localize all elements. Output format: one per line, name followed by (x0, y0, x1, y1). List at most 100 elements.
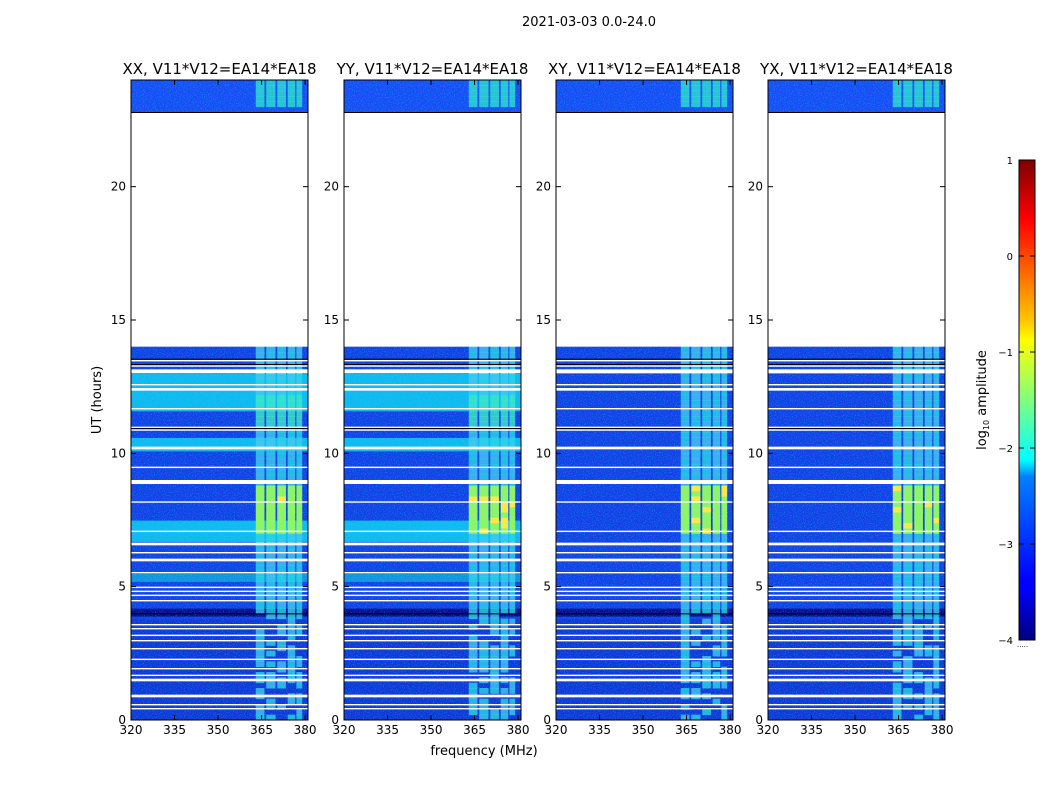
x-tick-label: 350 (844, 723, 867, 737)
rfi-band-cell (702, 634, 711, 641)
rfi-band-cell (903, 533, 913, 540)
rfi-band-cell (702, 538, 711, 545)
rfi-band-cell (468, 400, 478, 406)
rfi-band-cell (680, 458, 690, 465)
rfi-band-cell (691, 496, 701, 502)
rfi-band-cell (479, 442, 489, 449)
flag-line (344, 360, 521, 362)
rfi-band-cell (479, 490, 489, 497)
data-gap (556, 480, 733, 484)
y-tick-label: 20 (324, 180, 339, 194)
rfi-band-cell (914, 101, 923, 108)
rfi-band-cell (702, 469, 711, 476)
rfi-band-cell (892, 554, 902, 561)
dark-line (131, 358, 308, 360)
rfi-band-cell (490, 80, 499, 86)
rfi-band-cell (296, 346, 303, 353)
rfi-band-cell (479, 512, 489, 518)
rfi-band-cell (721, 416, 728, 422)
rfi-band-cell (691, 389, 701, 396)
rfi-band-cell (933, 661, 940, 668)
rfi-band-cell (500, 416, 509, 422)
rfi-band-cell (479, 714, 489, 720)
rfi-band-cell (933, 544, 940, 550)
data-gap (556, 388, 733, 391)
rfi-band-cell (277, 442, 286, 449)
rfi-band-cell (924, 389, 933, 396)
rfi-band-cell (924, 85, 933, 92)
rfi-band-cell (892, 565, 902, 572)
rfi-band-cell (914, 416, 923, 422)
rfi-band-cell (712, 533, 721, 540)
rfi-band-cell (296, 432, 303, 438)
dark-line (556, 613, 733, 615)
rfi-band-cell (903, 501, 913, 508)
rfi-band-cell (490, 346, 499, 353)
rfi-band-cell (277, 624, 286, 630)
rfi-band-cell (296, 96, 303, 102)
rfi-band-cell (255, 400, 265, 406)
rfi-band-cell (702, 389, 711, 396)
flag-line (556, 648, 733, 650)
rfi-band-cell (287, 378, 296, 385)
rfi-band-cell (892, 538, 902, 545)
rfi-band-cell (680, 618, 690, 625)
rfi-band-cell (490, 624, 499, 630)
rfi-band-cell (892, 437, 902, 444)
rfi-band-cell (691, 394, 701, 401)
rfi-band-cell (287, 618, 296, 625)
panel-yx: YX, V11*V12=EA14*EA18 320 335 350 365 380 0 5 10… (748, 60, 954, 737)
rfi-band-cell (479, 506, 489, 513)
rfi-band-cell (500, 618, 509, 625)
flag-line (556, 628, 733, 630)
rfi-band-cell (287, 485, 296, 492)
rfi-band-cell (892, 432, 902, 438)
rfi-band-cell (490, 602, 499, 609)
rfi-band-cell (712, 581, 721, 588)
rfi-band-cell (266, 586, 276, 593)
rfi-band-cell (277, 101, 286, 108)
flag-line (556, 408, 733, 410)
flag-line (556, 674, 733, 677)
rfi-band-cell (296, 400, 303, 406)
rfi-band-cell (287, 650, 296, 657)
rfi-band-cell (721, 565, 728, 572)
rfi-band-cell (691, 560, 701, 566)
flag-line (768, 668, 945, 670)
rfi-band-cell (266, 506, 276, 513)
rfi-band-cell (287, 538, 296, 545)
rfi-band-cell (277, 432, 286, 438)
dark-line (556, 112, 733, 113)
x-tick-label: 380 (719, 723, 742, 737)
data-gap (344, 558, 521, 562)
rfi-band-cell (296, 682, 303, 689)
x-tick-label: 380 (294, 723, 317, 737)
rfi-band-cell (680, 560, 690, 566)
rfi-band-cell (892, 608, 902, 614)
rfi-band-cell (691, 608, 701, 614)
rfi-band-cell (680, 714, 690, 720)
rfi-band-cell (277, 704, 286, 710)
rfi-band-cell (266, 608, 276, 614)
rfi-band-cell (712, 384, 721, 390)
rfi-band-cell (479, 608, 489, 614)
rfi-band-cell (296, 389, 303, 396)
rfi-band-cell (509, 704, 516, 710)
rfi-band-cell (287, 469, 296, 476)
x-tick-label: 365 (250, 723, 273, 737)
y-tick-label: 15 (111, 313, 126, 327)
rfi-band-cell (680, 602, 690, 609)
flag-line (344, 600, 521, 602)
rfi-band-cell (933, 650, 940, 657)
rfi-band-cell (721, 522, 728, 529)
rfi-band-cell (287, 80, 296, 86)
rfi-band-cell (509, 538, 516, 545)
rfi-band-cell (903, 629, 913, 636)
rfi-band-cell (490, 576, 499, 582)
rfi-band-cell (903, 490, 913, 497)
rfi-band-cell (277, 602, 286, 609)
rfi-band-cell (933, 389, 940, 396)
flag-line (768, 648, 945, 650)
rfi-band-cell (903, 704, 913, 710)
rfi-band-cell (903, 352, 913, 358)
